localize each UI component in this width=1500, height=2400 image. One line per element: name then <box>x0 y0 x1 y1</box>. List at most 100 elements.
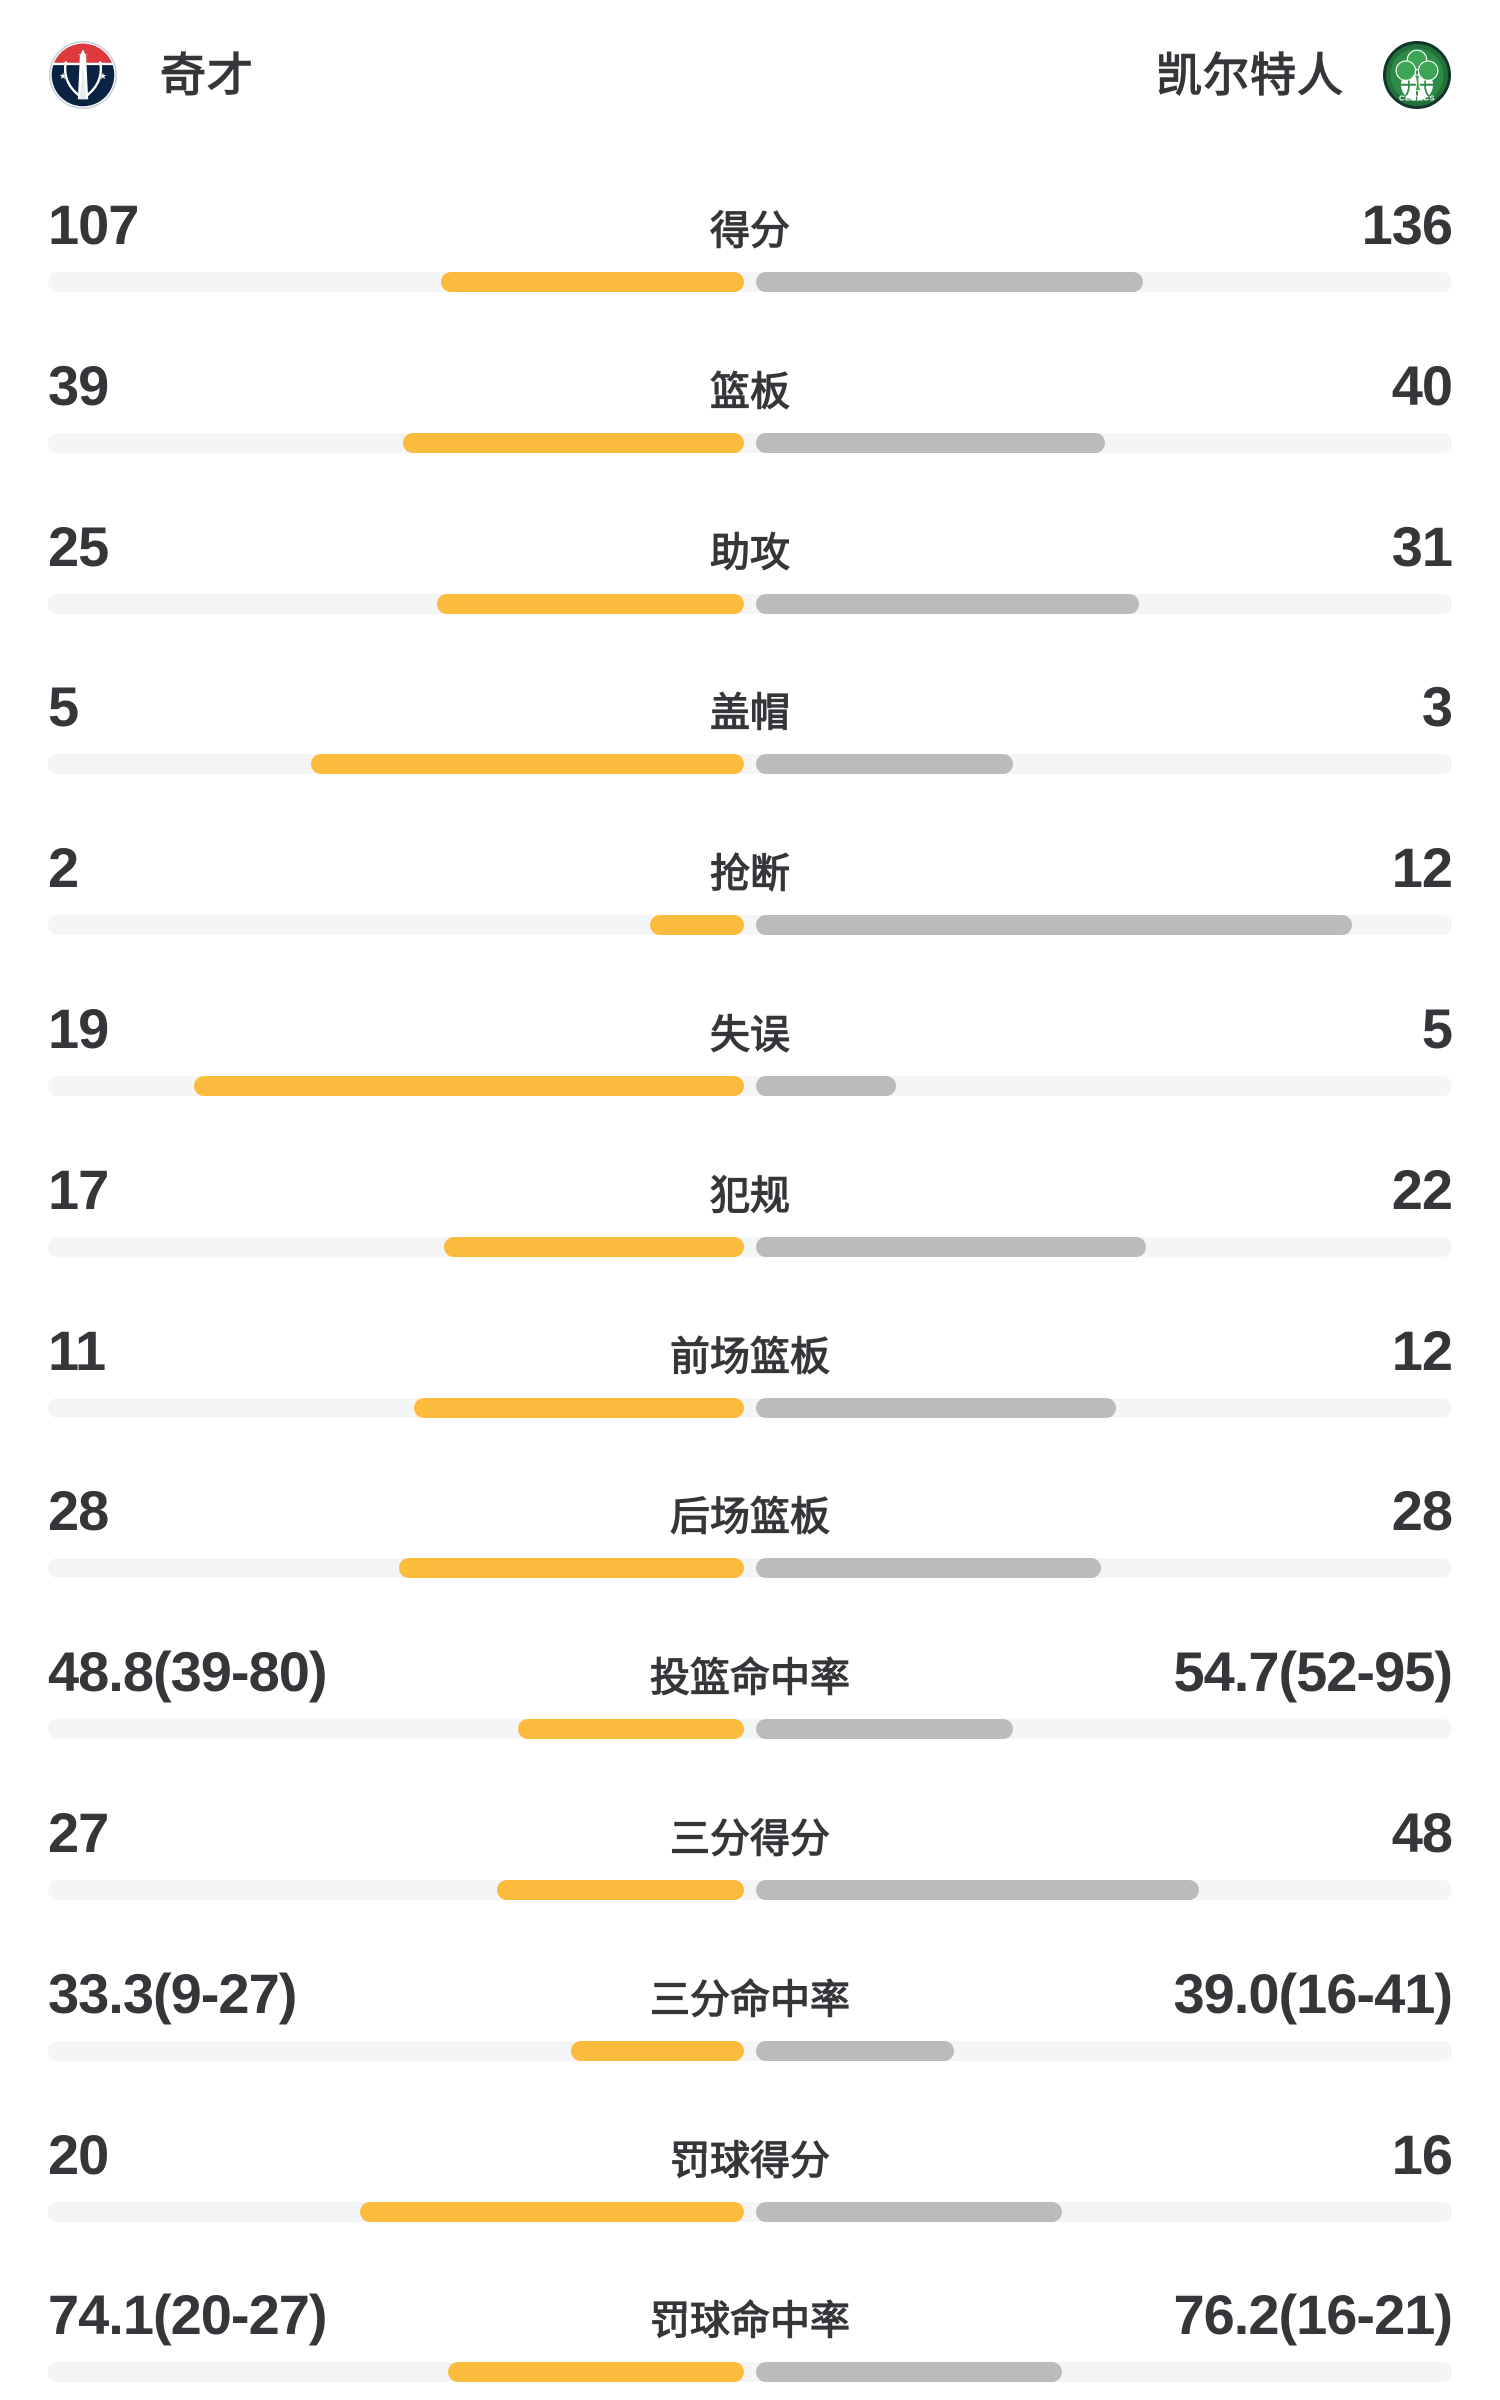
away-stat-value: 5 <box>1421 996 1453 1060</box>
away-stat-value: 16 <box>1391 2122 1453 2186</box>
stat-line: 107 得分 136 <box>48 193 1453 256</box>
away-stat-value: 136 <box>1361 193 1453 256</box>
stat-label: 盖帽 <box>710 691 790 736</box>
home-stat-value: 25 <box>48 514 109 578</box>
home-bar <box>311 754 744 775</box>
away-bar <box>756 593 1139 614</box>
stat-line: 48.8(39-80) 投篮命中率 54.7(52-95) <box>48 1640 1453 1704</box>
stat-label: 后场篮板 <box>670 1495 830 1540</box>
stat-line: 5 盖帽 3 <box>48 675 1453 739</box>
away-bar <box>756 1236 1146 1257</box>
home-stat-value: 48.8(39-80) <box>48 1640 328 1704</box>
stat-bar-track <box>48 2201 1452 2222</box>
away-bar <box>756 754 1014 775</box>
away-bar <box>756 1397 1117 1418</box>
stat-bar-track <box>48 2362 1452 2383</box>
home-stat-value: 5 <box>48 675 79 739</box>
svg-text:★: ★ <box>59 72 67 82</box>
stat-row: 5 盖帽 3 <box>48 675 1453 775</box>
away-bar <box>756 1558 1101 1579</box>
away-bar <box>756 1719 1014 1740</box>
svg-text:CELTICS: CELTICS <box>1399 93 1435 102</box>
stat-label: 得分 <box>710 209 790 253</box>
away-stat-value: 40 <box>1391 353 1453 417</box>
stat-row: 25 助攻 31 <box>48 514 1453 614</box>
home-bar <box>518 1719 744 1740</box>
away-bar <box>756 2201 1062 2222</box>
stat-bar-track <box>48 1397 1452 1418</box>
home-stat-value: 17 <box>48 1157 109 1221</box>
away-stat-value: 48 <box>1391 1800 1453 1864</box>
stat-line: 74.1(20-27) 罚球命中率 76.2(16-21) <box>48 2283 1453 2347</box>
home-stat-value: 19 <box>48 996 109 1060</box>
stat-bar-track <box>48 2040 1452 2061</box>
stat-line: 33.3(9-27) 三分命中率 39.0(16-41) <box>48 1965 1453 2022</box>
home-stat-value: 20 <box>48 2122 109 2186</box>
stat-label: 罚球命中率 <box>650 2299 850 2344</box>
match-header: ★ ★ ★ 奇才 凯尔特人 <box>48 0 1452 110</box>
stat-row: 74.1(20-27) 罚球命中率 76.2(16-21) <box>48 2283 1453 2383</box>
celtics-logo-icon: CELTICS <box>1382 40 1452 110</box>
stat-row: 33.3(9-27) 三分命中率 39.0(16-41) <box>48 1965 1453 2061</box>
away-stat-value: 12 <box>1391 836 1453 900</box>
stat-bar-track <box>48 754 1452 775</box>
home-bar <box>414 1397 744 1418</box>
stat-line: 11 前场篮板 12 <box>48 1318 1453 1382</box>
stat-line: 2 抢断 12 <box>48 836 1453 900</box>
home-team-name: 奇才 <box>160 49 254 101</box>
stat-label: 篮板 <box>710 369 790 414</box>
stats-list: 107 得分 136 39 篮板 40 25 助攻 31 5 <box>48 193 1453 2383</box>
stat-row: 2 抢断 12 <box>48 836 1453 936</box>
svg-text:★: ★ <box>78 48 88 62</box>
home-stat-value: 11 <box>48 1318 106 1382</box>
stat-line: 20 罚球得分 16 <box>48 2122 1453 2186</box>
stat-label: 助攻 <box>710 530 790 575</box>
away-stat-value: 3 <box>1421 675 1453 739</box>
home-bar <box>399 1558 744 1579</box>
stat-line: 19 失误 5 <box>48 996 1453 1060</box>
home-bar <box>497 1879 744 1900</box>
stat-label: 罚球得分 <box>670 2138 830 2183</box>
stat-label: 失误 <box>710 1012 790 1057</box>
stat-row: 19 失误 5 <box>48 996 1453 1096</box>
stat-line: 17 犯规 22 <box>48 1157 1453 1221</box>
home-bar <box>441 272 744 292</box>
away-team-name: 凯尔特人 <box>1156 49 1344 101</box>
stat-row: 107 得分 136 <box>48 193 1453 292</box>
stat-label: 三分命中率 <box>650 1977 850 2022</box>
home-bar <box>403 432 744 453</box>
stat-line: 27 三分得分 48 <box>48 1800 1453 1864</box>
wizards-logo-icon: ★ ★ ★ <box>48 40 118 110</box>
home-bar <box>436 593 744 614</box>
stat-line: 28 后场篮板 28 <box>48 1479 1453 1543</box>
home-stat-value: 28 <box>48 1479 109 1543</box>
home-stat-value: 74.1(20-27) <box>48 2283 328 2347</box>
away-bar <box>756 2362 1063 2383</box>
away-bar <box>756 2040 954 2061</box>
home-stat-value: 107 <box>48 193 139 256</box>
stat-bar-track <box>48 915 1452 936</box>
away-stat-value: 31 <box>1391 514 1453 578</box>
away-team-header: 凯尔特人 CELTICS <box>1156 40 1452 110</box>
stat-bar-track <box>48 1236 1452 1257</box>
stat-row: 28 后场篮板 28 <box>48 1479 1453 1579</box>
away-stat-value: 28 <box>1391 1479 1453 1543</box>
svg-text:★: ★ <box>99 72 107 82</box>
away-bar <box>756 1879 1200 1900</box>
stat-line: 39 篮板 40 <box>48 353 1453 417</box>
stat-bar-track <box>48 1075 1452 1096</box>
stat-label: 投篮命中率 <box>650 1656 850 1701</box>
home-bar <box>194 1075 744 1096</box>
home-bar <box>571 2040 744 2061</box>
stat-row: 11 前场篮板 12 <box>48 1318 1453 1418</box>
stat-row: 20 罚球得分 16 <box>48 2122 1453 2222</box>
stat-label: 犯规 <box>710 1173 790 1218</box>
away-bar <box>756 432 1106 453</box>
stat-bar-track <box>48 1719 1452 1740</box>
stat-label: 抢断 <box>710 852 790 897</box>
stat-bar-track <box>48 593 1452 614</box>
home-stat-value: 2 <box>48 836 79 900</box>
away-stat-value: 12 <box>1391 1318 1453 1382</box>
home-bar <box>359 2201 744 2222</box>
